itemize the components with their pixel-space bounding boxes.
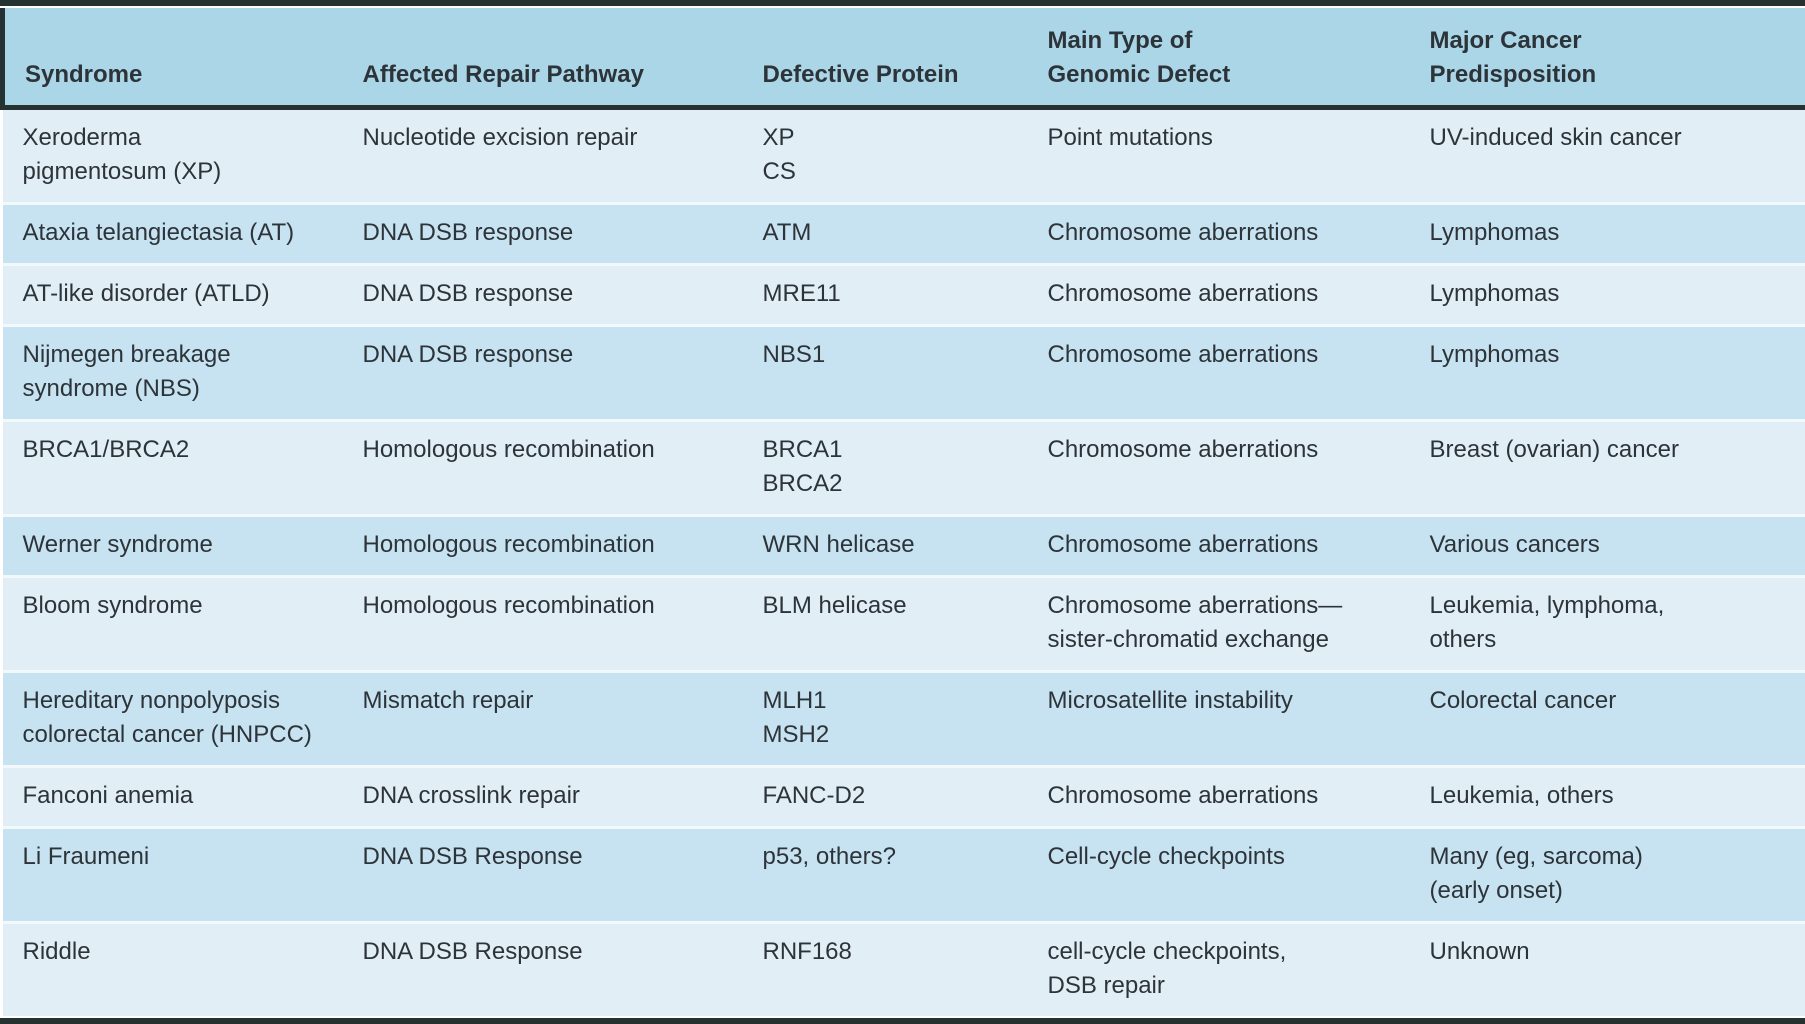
cell-syndrome: Ataxia telangiectasia (AT) — [3, 204, 363, 265]
cell-protein: MRE11 — [763, 265, 1048, 326]
cell-cancer-predisposition: Breast (ovarian) cancer — [1430, 421, 1805, 516]
cell-cancer-predisposition: Lymphomas — [1430, 204, 1805, 265]
header-syndrome: Syndrome — [3, 8, 363, 108]
table-row: Xeroderma pigmentosum (XP) Nucleotide ex… — [3, 108, 1805, 204]
cell-genomic-defect: cell-cycle checkpoints, DSB repair — [1048, 923, 1430, 1017]
cell-pathway: Nucleotide excision repair — [363, 108, 763, 204]
cell-genomic-defect: Chromosome aberrations— sister-chromatid… — [1048, 577, 1430, 672]
cell-syndrome: Werner syndrome — [3, 516, 363, 577]
cell-genomic-defect: Chromosome aberrations — [1048, 516, 1430, 577]
cell-genomic-defect: Chromosome aberrations — [1048, 326, 1430, 421]
header-major-cancer-predisposition: Major Cancer Predisposition — [1430, 8, 1805, 108]
table-body: Xeroderma pigmentosum (XP) Nucleotide ex… — [3, 108, 1805, 1017]
cell-protein: BLM helicase — [763, 577, 1048, 672]
cell-genomic-defect: Chromosome aberrations — [1048, 767, 1430, 828]
cell-syndrome: Riddle — [3, 923, 363, 1017]
table-row: BRCA1/BRCA2 Homologous recombination BRC… — [3, 421, 1805, 516]
cell-cancer-predisposition: Leukemia, others — [1430, 767, 1805, 828]
cell-pathway: Mismatch repair — [363, 672, 763, 767]
cell-protein: WRN helicase — [763, 516, 1048, 577]
cell-genomic-defect: Cell-cycle checkpoints — [1048, 828, 1430, 923]
cell-protein: MLH1 MSH2 — [763, 672, 1048, 767]
cell-protein: BRCA1 BRCA2 — [763, 421, 1048, 516]
table-row: Riddle DNA DSB Response RNF168 cell-cycl… — [3, 923, 1805, 1017]
cell-pathway: DNA DSB Response — [363, 828, 763, 923]
cell-syndrome: Bloom syndrome — [3, 577, 363, 672]
dna-repair-syndrome-table: Syndrome Affected Repair Pathway Defecti… — [0, 8, 1805, 1016]
header-defective-protein: Defective Protein — [763, 8, 1048, 108]
header-main-type-of-genomic-defect: Main Type of Genomic Defect — [1048, 8, 1430, 108]
cell-cancer-predisposition: Lymphomas — [1430, 265, 1805, 326]
cell-syndrome: Fanconi anemia — [3, 767, 363, 828]
header-affected-repair-pathway: Affected Repair Pathway — [363, 8, 763, 108]
table-row: Hereditary nonpolyposis colorectal cance… — [3, 672, 1805, 767]
table-header: Syndrome Affected Repair Pathway Defecti… — [3, 8, 1805, 108]
cell-cancer-predisposition: Various cancers — [1430, 516, 1805, 577]
cell-protein: FANC-D2 — [763, 767, 1048, 828]
table-row: Ataxia telangiectasia (AT) DNA DSB respo… — [3, 204, 1805, 265]
cell-protein: RNF168 — [763, 923, 1048, 1017]
cell-protein: NBS1 — [763, 326, 1048, 421]
cell-pathway: DNA DSB Response — [363, 923, 763, 1017]
table-row: Fanconi anemia DNA crosslink repair FANC… — [3, 767, 1805, 828]
table-row: Bloom syndrome Homologous recombination … — [3, 577, 1805, 672]
cell-cancer-predisposition: UV-induced skin cancer — [1430, 108, 1805, 204]
cell-syndrome: Li Fraumeni — [3, 828, 363, 923]
cell-pathway: DNA DSB response — [363, 265, 763, 326]
cell-genomic-defect: Microsatellite instability — [1048, 672, 1430, 767]
cell-pathway: Homologous recombination — [363, 421, 763, 516]
cell-cancer-predisposition: Leukemia, lymphoma, others — [1430, 577, 1805, 672]
cell-protein: XP CS — [763, 108, 1048, 204]
cell-genomic-defect: Chromosome aberrations — [1048, 265, 1430, 326]
cell-syndrome: BRCA1/BRCA2 — [3, 421, 363, 516]
cell-cancer-predisposition: Colorectal cancer — [1430, 672, 1805, 767]
cell-cancer-predisposition: Unknown — [1430, 923, 1805, 1017]
cell-genomic-defect: Chromosome aberrations — [1048, 204, 1430, 265]
cell-cancer-predisposition: Lymphomas — [1430, 326, 1805, 421]
cell-syndrome: Xeroderma pigmentosum (XP) — [3, 108, 363, 204]
cell-pathway: DNA DSB response — [363, 204, 763, 265]
table-row: Li Fraumeni DNA DSB Response p53, others… — [3, 828, 1805, 923]
cell-genomic-defect: Point mutations — [1048, 108, 1430, 204]
table-row: Werner syndrome Homologous recombination… — [3, 516, 1805, 577]
table-row: Nijmegen breakage syndrome (NBS) DNA DSB… — [3, 326, 1805, 421]
cell-pathway: Homologous recombination — [363, 516, 763, 577]
cell-cancer-predisposition: Many (eg, sarcoma) (early onset) — [1430, 828, 1805, 923]
header-row: Syndrome Affected Repair Pathway Defecti… — [3, 8, 1805, 108]
cell-genomic-defect: Chromosome aberrations — [1048, 421, 1430, 516]
cell-pathway: DNA DSB response — [363, 326, 763, 421]
cell-syndrome: Hereditary nonpolyposis colorectal cance… — [3, 672, 363, 767]
cell-pathway: Homologous recombination — [363, 577, 763, 672]
cell-syndrome: Nijmegen breakage syndrome (NBS) — [3, 326, 363, 421]
table-row: AT-like disorder (ATLD) DNA DSB response… — [3, 265, 1805, 326]
cell-syndrome: AT-like disorder (ATLD) — [3, 265, 363, 326]
cell-protein: ATM — [763, 204, 1048, 265]
cell-protein: p53, others? — [763, 828, 1048, 923]
cell-pathway: DNA crosslink repair — [363, 767, 763, 828]
